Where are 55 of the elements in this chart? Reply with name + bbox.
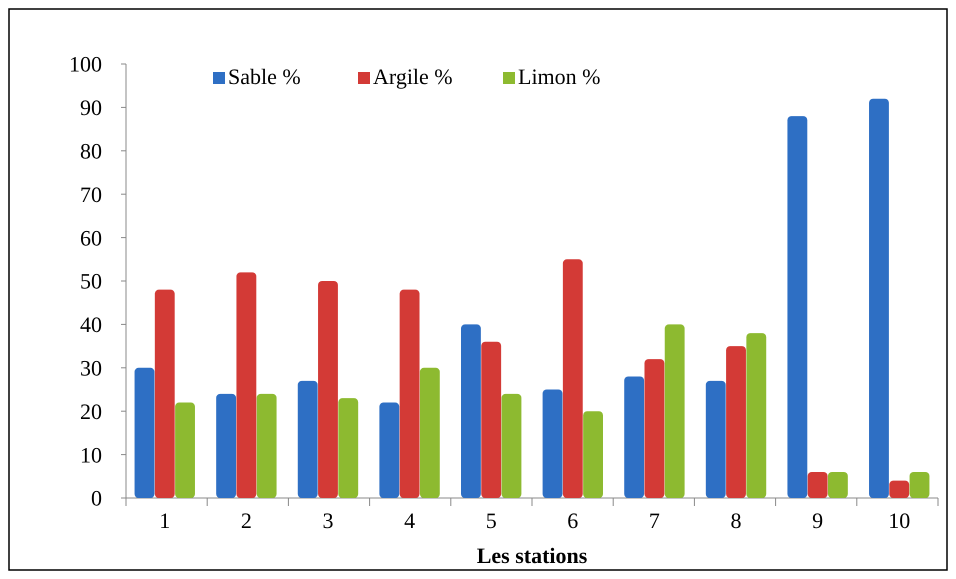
bar: [746, 333, 766, 498]
x-tick-label: 4: [404, 508, 416, 533]
bar: [624, 376, 644, 498]
x-tick-label: 9: [812, 508, 824, 533]
y-tick-label: 30: [80, 356, 102, 380]
bar: [808, 472, 828, 498]
y-tick-label: 10: [80, 442, 102, 468]
bar: [298, 380, 318, 498]
y-tick-label: 60: [80, 225, 102, 250]
bar: [542, 390, 562, 498]
bar: [134, 368, 154, 498]
x-tick-label: 6: [567, 508, 578, 533]
bar: [869, 98, 889, 498]
bar: [481, 342, 502, 498]
y-tick-label: 80: [80, 138, 102, 164]
bar: [400, 290, 420, 498]
x-tick-label: 5: [486, 508, 497, 533]
bar: [379, 402, 400, 498]
x-tick-label: 3: [322, 508, 334, 533]
x-tick-label: 10: [888, 508, 910, 533]
y-tick-label: 100: [69, 52, 102, 77]
x-axis-title: Les stations: [476, 543, 588, 568]
bar: [787, 116, 808, 498]
y-tick-label: 20: [80, 398, 102, 424]
x-tick-label: 1: [159, 508, 170, 533]
x-tick-label: 7: [648, 508, 660, 533]
bar: [236, 272, 256, 498]
bar: [461, 324, 481, 498]
bar: [502, 394, 522, 498]
bar: [664, 324, 685, 498]
bar: [175, 402, 195, 498]
y-tick-label: 40: [80, 312, 102, 338]
bar: [256, 394, 277, 498]
x-tick-label: 2: [240, 508, 252, 533]
legend-label: Sable %: [228, 64, 301, 89]
bar: [706, 380, 726, 498]
y-tick-label: 0: [91, 486, 102, 511]
y-tick-label: 70: [80, 182, 102, 207]
legend-label: Argile %: [373, 64, 453, 89]
bar: [338, 398, 358, 498]
bar: [583, 411, 603, 498]
bar: [644, 359, 664, 498]
bar: [910, 472, 930, 498]
bar: [889, 480, 910, 498]
legend-label: Limon %: [518, 64, 600, 89]
bar: [562, 259, 583, 498]
bar: [828, 472, 848, 498]
bar: [216, 394, 236, 498]
y-tick-label: 50: [80, 268, 102, 294]
bar: [318, 281, 338, 498]
bar: [726, 346, 746, 498]
bar: [154, 290, 175, 498]
y-tick-label: 90: [80, 95, 102, 120]
bar: [420, 368, 440, 498]
x-tick-label: 8: [730, 508, 742, 533]
